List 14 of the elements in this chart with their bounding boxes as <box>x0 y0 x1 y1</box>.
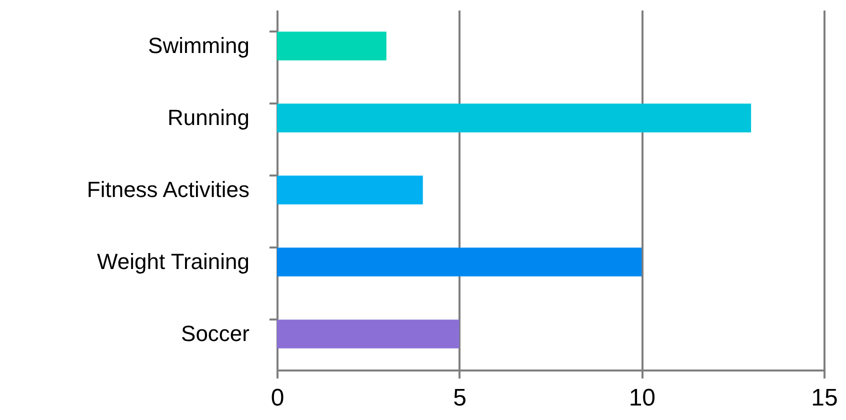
bar <box>277 176 423 204</box>
y-tick-label: Swimming <box>148 33 250 58</box>
y-tick-label: Running <box>168 105 250 130</box>
bar <box>277 32 386 60</box>
x-tick-label: 10 <box>628 384 656 412</box>
y-tick-label: Soccer <box>181 321 250 346</box>
y-tick-label: Weight Training <box>97 249 250 274</box>
bar <box>277 320 460 348</box>
bar <box>277 104 752 132</box>
x-tick-label: 15 <box>811 384 838 412</box>
bar <box>277 248 642 276</box>
y-tick-label: Fitness Activities <box>86 177 250 202</box>
x-tick-label: 5 <box>453 384 467 412</box>
x-tick-label: 0 <box>270 384 284 412</box>
